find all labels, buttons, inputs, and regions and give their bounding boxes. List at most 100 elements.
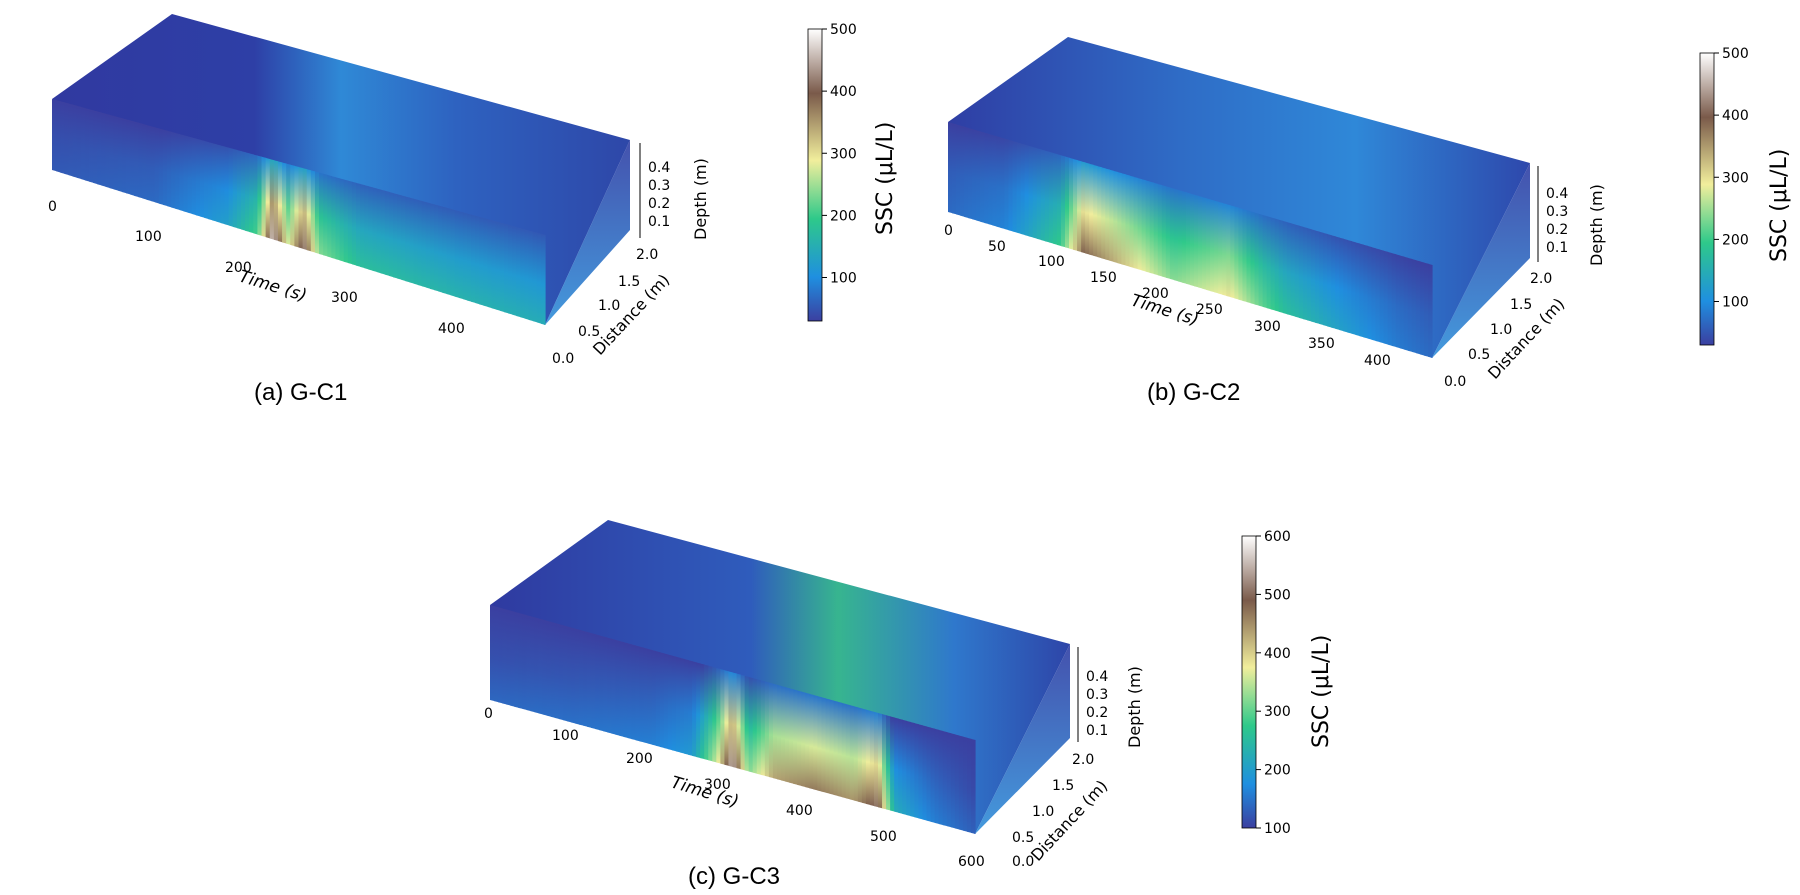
time-tick: 300 (704, 777, 731, 793)
ssc-column (1157, 183, 1163, 277)
ssc-column (1077, 160, 1082, 253)
ssc-column (1427, 263, 1433, 358)
depth-tick: 0.2 (1086, 705, 1108, 721)
ssc-column (335, 177, 341, 261)
ssc-column (503, 223, 509, 314)
ssc-column (498, 607, 503, 704)
ssc-column (518, 612, 523, 709)
colorbar-tick: 300 (1722, 170, 1749, 186)
ssc-column (768, 682, 774, 779)
ssc-column (528, 230, 534, 322)
ssc-column (781, 686, 786, 782)
ssc-column (1311, 229, 1316, 323)
ssc-column (696, 662, 701, 759)
ssc-column (265, 157, 271, 239)
ssc-column (1423, 262, 1429, 357)
block-end-face (545, 140, 630, 325)
ssc-column (532, 231, 538, 323)
ssc-column (1254, 212, 1260, 306)
distance-tick: 2.0 (1530, 271, 1552, 287)
colorbar-label: SSC (μL/L) (873, 122, 898, 235)
ssc-column (1278, 219, 1284, 313)
ssc-column (425, 202, 431, 289)
ssc-column (347, 180, 353, 265)
ssc-column (434, 204, 439, 292)
block-side-face (490, 605, 976, 834)
ssc-column (732, 672, 738, 769)
colorbar-tick: 400 (1722, 108, 1749, 124)
ssc-column (1089, 163, 1094, 256)
ssc-column (1137, 178, 1143, 271)
ssc-column (1105, 168, 1110, 261)
ssc-column (950, 733, 956, 829)
ssc-column (471, 214, 476, 304)
ssc-column (1101, 167, 1106, 260)
ssc-column (331, 176, 337, 260)
time-tick: 50 (988, 239, 1006, 255)
ssc-column (942, 731, 948, 827)
time-tick: 300 (331, 290, 358, 306)
ssc-column (603, 636, 608, 733)
colorbar-gradient (807, 28, 823, 322)
ssc-column (195, 138, 201, 217)
ssc-column (1286, 222, 1292, 316)
ssc-column (1339, 237, 1344, 332)
ssc-column (1270, 217, 1276, 311)
ssc-column (310, 170, 316, 253)
ssc-column (966, 737, 972, 833)
ssc-column (724, 670, 730, 766)
ssc-column (1056, 154, 1062, 247)
ssc-column (351, 181, 357, 266)
ssc-column (405, 196, 411, 283)
ssc-column (372, 187, 378, 273)
ssc-column (494, 606, 499, 703)
ssc-column (970, 738, 976, 834)
ssc-column (450, 208, 456, 297)
ssc-column (109, 114, 115, 190)
ssc-column (813, 695, 818, 791)
colorbar-tick: 300 (830, 146, 857, 162)
ssc-column (550, 621, 556, 718)
ssc-column (716, 668, 721, 764)
ssc-column (88, 109, 94, 183)
ssc-column (984, 132, 989, 225)
ssc-column (510, 610, 515, 707)
colorbar-tick: 600 (1264, 529, 1291, 545)
depth-tick: 0.4 (1546, 186, 1568, 202)
ssc-column (232, 148, 238, 229)
colorbar-tick: 500 (1722, 46, 1749, 62)
ssc-column (323, 173, 328, 257)
ssc-column (1202, 197, 1207, 290)
depth-tick: 0.2 (1546, 222, 1568, 238)
ssc-column (898, 718, 903, 814)
ssc-column (1351, 241, 1356, 335)
ssc-column (52, 99, 57, 172)
ssc-column (964, 126, 969, 219)
ssc-column (245, 152, 250, 232)
ssc-column (339, 178, 345, 262)
ssc-column (154, 127, 160, 204)
ssc-column (502, 608, 507, 705)
colorbar: 600 500 400 300 200 100 SSC (μL/L) (1241, 529, 1334, 837)
ssc-column (728, 671, 734, 767)
ssc-column (611, 638, 616, 735)
ssc-column (1121, 173, 1127, 266)
ssc-column (1387, 251, 1393, 346)
ssc-column (290, 164, 295, 247)
ssc-column (591, 633, 596, 730)
depth-tick: 0.3 (1546, 204, 1568, 220)
ssc-column (582, 630, 588, 727)
ssc-column (752, 678, 758, 774)
ssc-column (512, 225, 517, 316)
ssc-column (776, 684, 782, 781)
ssc-column (1210, 199, 1215, 293)
distance-tick: 0.0 (1012, 854, 1034, 870)
ssc-column (388, 191, 394, 278)
ssc-column (1097, 166, 1102, 259)
ssc-column (837, 701, 843, 798)
time-tick: 0 (944, 223, 953, 239)
ssc-column (364, 185, 369, 270)
ssc-column (282, 162, 287, 244)
ssc-column (257, 155, 263, 236)
ssc-column (1040, 149, 1046, 242)
